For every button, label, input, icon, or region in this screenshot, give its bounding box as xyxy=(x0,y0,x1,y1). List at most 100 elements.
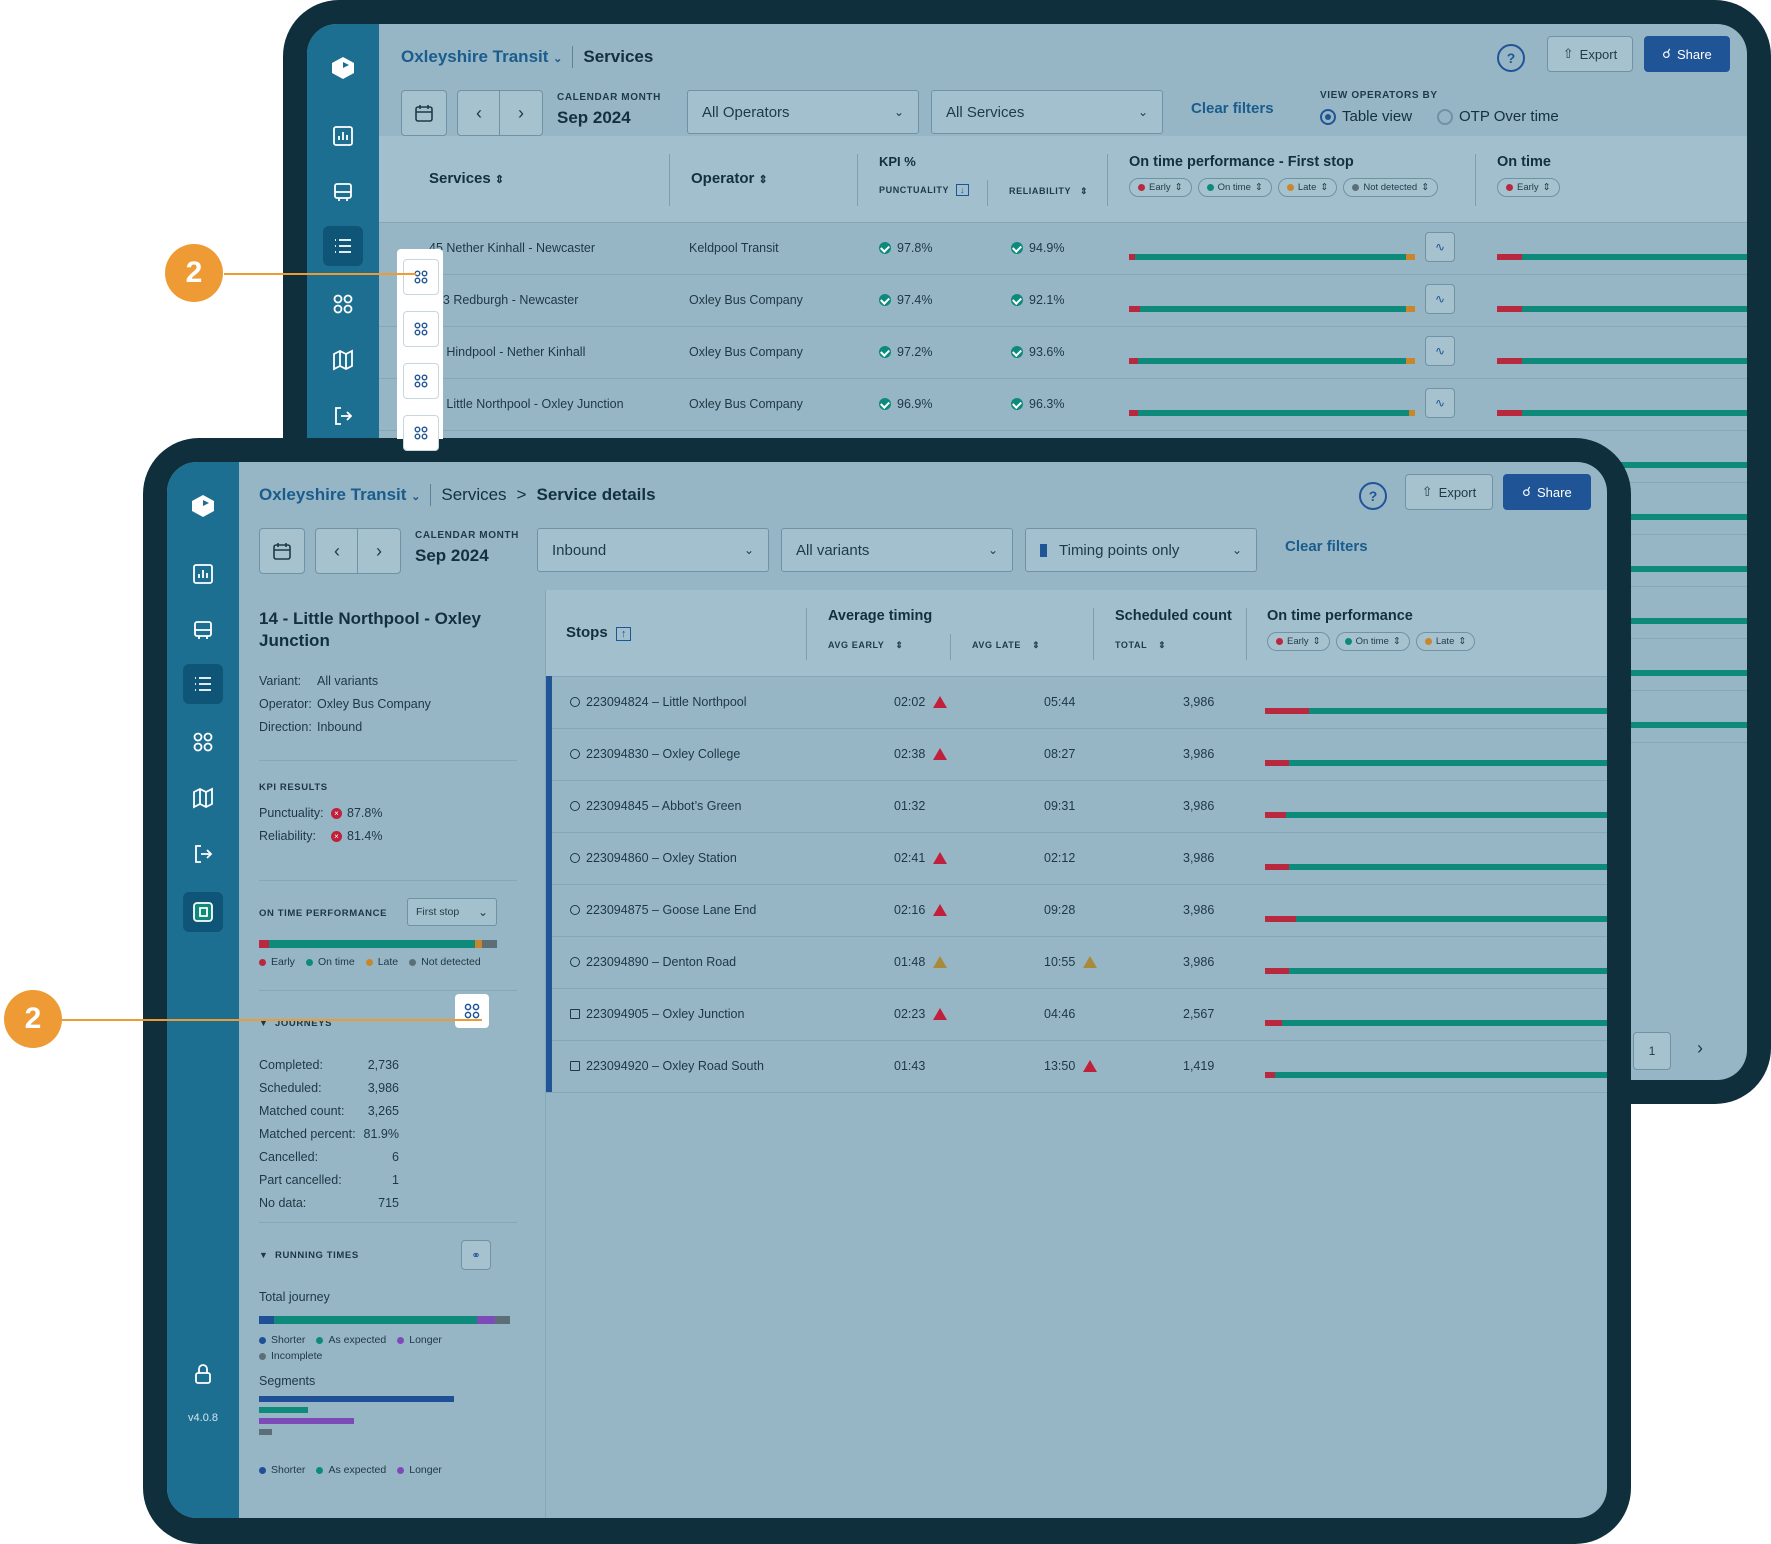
pill-late[interactable]: Late ⇕ xyxy=(1415,632,1476,651)
stop-name[interactable]: 223094920 – Oxley Road South xyxy=(570,1040,764,1092)
table-row[interactable]: 223094845 – Abbot’s Green 01:32 09:31 3,986 xyxy=(546,780,1607,833)
pill-notdetected[interactable]: Not detected ⇕ xyxy=(1343,178,1439,197)
pill-late[interactable]: Late ⇕ xyxy=(1277,178,1338,197)
stop-name[interactable]: 223094860 – Oxley Station xyxy=(570,832,737,884)
table-row[interactable]: 223094860 – Oxley Station 02:41 02:12 3,986 xyxy=(546,832,1607,885)
table-row[interactable]: 223094890 – Denton Road 01:48 10:55 3,986 xyxy=(546,936,1607,989)
row-indicator xyxy=(546,728,552,780)
col-avg-late[interactable]: AVG LATE ⇕ xyxy=(972,640,1041,650)
col-operator[interactable]: Operator ⇕ xyxy=(691,170,768,187)
variants-select[interactable]: All variants ⌄ xyxy=(781,528,1013,572)
table-row[interactable]: 223094830 – Oxley College 02:38 08:27 3,986 xyxy=(546,728,1607,781)
stop-name-text: 223094830 – Oxley College xyxy=(586,747,741,761)
help-icon[interactable]: ? xyxy=(1497,44,1525,72)
trend-icon[interactable]: ∿ xyxy=(1425,388,1455,418)
stop-name[interactable]: 223094890 – Denton Road xyxy=(570,936,736,988)
trend-icon[interactable]: ∿ xyxy=(1425,336,1455,366)
col-stops[interactable]: Stops ↑ xyxy=(566,624,632,641)
stop-name[interactable]: 223094824 – Little Northpool xyxy=(570,676,747,728)
stop-name[interactable]: 223094905 – Oxley Junction xyxy=(570,988,744,1040)
otp-stop-select[interactable]: First stop ⌄ xyxy=(407,898,497,926)
map-icon[interactable] xyxy=(323,340,363,380)
stop-name[interactable]: 223094830 – Oxley College xyxy=(570,728,740,780)
logout-icon[interactable] xyxy=(183,834,223,874)
pill-early[interactable]: Early ⇕ xyxy=(1129,178,1192,197)
upload-icon: ⇧ xyxy=(1562,46,1574,61)
logout-icon[interactable] xyxy=(323,396,363,436)
calendar-button[interactable] xyxy=(401,90,447,136)
services-select[interactable]: All Services ⌄ xyxy=(931,90,1163,134)
trend-icon[interactable]: ∿ xyxy=(1425,284,1455,314)
col-reliability[interactable]: RELIABILITY ⇕ xyxy=(1009,186,1089,196)
pagination-page-1[interactable]: 1 xyxy=(1633,1032,1671,1070)
bus-icon[interactable] xyxy=(183,610,223,650)
bus-icon[interactable] xyxy=(323,172,363,212)
row-widget-button[interactable] xyxy=(403,363,439,399)
service-name[interactable]: 483 Redburgh - Newcaster xyxy=(429,293,579,307)
running-times-toggle[interactable]: ▼ RUNNING TIMES xyxy=(259,1250,359,1261)
reliability-text: 94.9% xyxy=(1029,241,1065,255)
services-list-icon[interactable] xyxy=(323,226,363,266)
stop-name-text: 223094905 – Oxley Junction xyxy=(586,1007,745,1021)
timing-points-select[interactable]: Timing points only ⌄ xyxy=(1025,528,1257,572)
col-avg-early[interactable]: AVG EARLY ⇕ xyxy=(828,640,904,650)
next-month-button[interactable]: › xyxy=(357,528,401,574)
table-row[interactable]: 223094875 – Goose Lane End 02:16 09:28 3,98… xyxy=(546,884,1607,937)
widgets-icon[interactable] xyxy=(323,284,363,324)
prev-month-button[interactable]: ‹ xyxy=(457,90,501,136)
table-row[interactable]: 223094920 – Oxley Road South 01:43 13:50 1,… xyxy=(546,1040,1607,1093)
direction-select[interactable]: Inbound ⌄ xyxy=(537,528,769,572)
widgets-icon[interactable] xyxy=(183,722,223,762)
service-name[interactable]: 41 Hindpool - Nether Kinhall xyxy=(429,345,586,359)
clear-filters-link[interactable]: Clear filters xyxy=(1191,100,1274,117)
pill-early[interactable]: Early ⇕ xyxy=(1267,632,1330,651)
stop-name[interactable]: 223094845 – Abbot’s Green xyxy=(570,780,741,832)
col-total[interactable]: TOTAL ⇕ xyxy=(1115,640,1167,650)
table-row[interactable]: 223094905 – Oxley Junction 02:23 04:46 2,56… xyxy=(546,988,1607,1041)
spreadsheet-icon[interactable] xyxy=(183,892,223,932)
clear-filters-link[interactable]: Clear filters xyxy=(1285,538,1368,555)
view-table-radio[interactable]: Table view xyxy=(1320,108,1412,125)
services-list-icon[interactable] xyxy=(183,664,223,704)
link-icon[interactable]: ⚭ xyxy=(461,1240,491,1270)
table-row[interactable]: 45 Nether Kinhall - Newcaster Keldpool Tr… xyxy=(379,222,1747,275)
pill-early-next[interactable]: Early ⇕ xyxy=(1497,178,1560,197)
col-services[interactable]: Services ⇕ xyxy=(429,170,505,187)
reports-icon[interactable] xyxy=(323,116,363,156)
service-name[interactable]: 14 Little Northpool - Oxley Junction xyxy=(429,397,624,411)
pill-ontime[interactable]: On time ⇕ xyxy=(1335,632,1410,651)
row-widget-button[interactable] xyxy=(403,259,439,295)
export-button[interactable]: ⇧ Export xyxy=(1547,36,1633,72)
view-otp-radio[interactable]: OTP Over time xyxy=(1437,108,1559,125)
table-row[interactable]: 14 Little Northpool - Oxley Junction Oxle… xyxy=(379,378,1747,431)
stop-name[interactable]: 223094875 – Goose Lane End xyxy=(570,884,756,936)
service-name[interactable]: 45 Nether Kinhall - Newcaster xyxy=(429,241,596,255)
table-row[interactable]: 223094824 – Little Northpool 02:02 05:44 3,… xyxy=(546,676,1607,729)
operators-select[interactable]: All Operators ⌄ xyxy=(687,90,919,134)
trend-icon[interactable]: ∿ xyxy=(1425,232,1455,262)
row-widget-button[interactable] xyxy=(403,415,439,451)
app-logo-icon[interactable] xyxy=(183,486,223,526)
share-button[interactable]: ☌ Share xyxy=(1503,474,1591,510)
org-switcher[interactable]: Oxleyshire Transit ⌄ xyxy=(259,485,421,504)
org-switcher[interactable]: Oxleyshire Transit ⌄ xyxy=(401,47,563,66)
table-row[interactable]: 41 Hindpool - Nether Kinhall Oxley Bus Co… xyxy=(379,326,1747,379)
map-icon[interactable] xyxy=(183,778,223,818)
reports-icon[interactable] xyxy=(183,554,223,594)
col-punctuality[interactable]: PUNCTUALITY ↓ xyxy=(879,184,970,196)
pill-ontime[interactable]: On time ⇕ xyxy=(1197,178,1272,197)
app-logo-icon[interactable] xyxy=(323,48,363,88)
help-icon[interactable]: ? xyxy=(1359,482,1387,510)
next-month-button[interactable]: › xyxy=(499,90,543,136)
pagination-next-icon[interactable]: › xyxy=(1697,1038,1703,1058)
export-button[interactable]: ⇧ Export xyxy=(1405,474,1493,510)
table-row[interactable]: 483 Redburgh - Newcaster Oxley Bus Compan… xyxy=(379,274,1747,327)
row-widget-button[interactable] xyxy=(403,311,439,347)
share-button[interactable]: ☌ Share xyxy=(1644,36,1730,72)
journeys-toggle[interactable]: ▼ JOURNEYS xyxy=(259,1018,333,1029)
journeys-widget-button[interactable] xyxy=(455,994,489,1028)
calendar-button[interactable] xyxy=(259,528,305,574)
crumb-services[interactable]: Services xyxy=(441,485,507,504)
lock-icon[interactable] xyxy=(183,1354,223,1394)
prev-month-button[interactable]: ‹ xyxy=(315,528,359,574)
